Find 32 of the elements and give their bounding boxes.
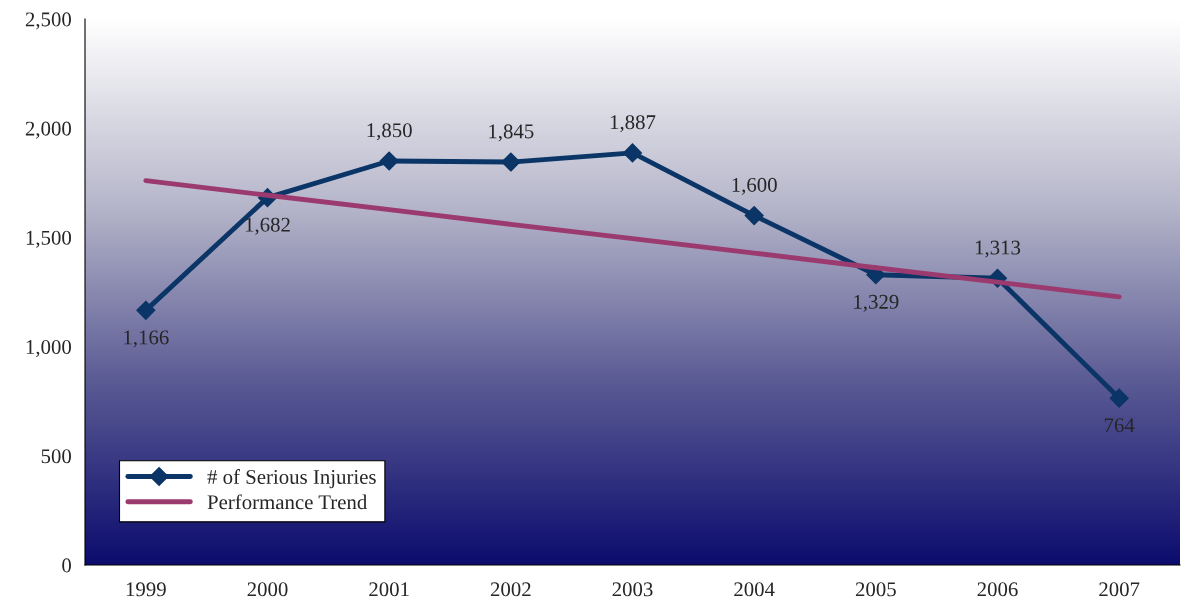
point [622, 143, 643, 163]
point [136, 300, 156, 320]
data-label: 764 [1104, 418, 1135, 433]
data-label: 1,329 [854, 294, 899, 312]
data-label: 1,166 [124, 330, 169, 348]
y-tick-label: 2,500 [25, 12, 72, 30]
x-tick-label: 2006 [977, 582, 1018, 597]
x-tick-label: 1999 [126, 582, 166, 597]
y-tick-label: 0 [62, 558, 72, 573]
legend-label: # of Serious Injuries [207, 469, 376, 489]
data-label: 1,850 [367, 123, 412, 141]
y-tick-label: 2,000 [25, 121, 72, 139]
point [379, 151, 399, 171]
x-tick-label: 2005 [855, 582, 896, 597]
data-label: 1,313 [975, 240, 1021, 258]
x-tick-label: 2001 [369, 582, 409, 597]
x-tick-label: 2007 [1099, 582, 1140, 597]
data-label: 1,845 [489, 124, 534, 142]
point [744, 206, 764, 226]
x-tick-label: 2002 [490, 582, 531, 597]
data-label: 1,682 [245, 217, 290, 235]
y-tick-label: 1,500 [26, 230, 72, 248]
x-tick-label: 2003 [612, 582, 653, 597]
y-tick-label: 1,000 [26, 339, 72, 358]
x-tick-label: 2004 [734, 582, 775, 597]
point [501, 152, 521, 172]
x-tick-label: 2000 [247, 582, 288, 597]
data-label: 1,600 [732, 177, 777, 195]
y-tick-label: 500 [41, 449, 72, 464]
data-label: 1,887 [610, 115, 656, 133]
point [1109, 388, 1129, 408]
legend-label: Performance Trend [207, 494, 368, 510]
